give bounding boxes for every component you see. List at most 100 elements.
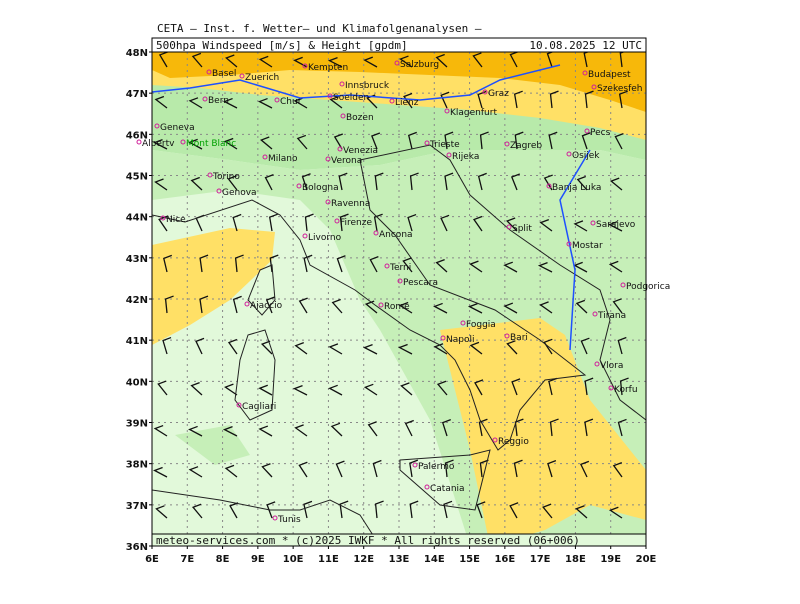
city-dot <box>274 97 280 103</box>
wind-barb <box>232 295 242 314</box>
wind-barb <box>503 302 518 314</box>
city-dot <box>216 188 222 194</box>
city-label: Salzburg <box>400 60 439 70</box>
city-label: Milano <box>268 154 298 164</box>
wind-barb <box>440 214 450 232</box>
wind-barb <box>479 459 489 478</box>
city-dot <box>160 215 166 221</box>
wind-barb <box>154 178 168 191</box>
city-dot <box>620 282 626 288</box>
wind-barb <box>543 174 553 191</box>
wind-barb <box>435 53 448 68</box>
wind-barb <box>612 298 623 314</box>
wind-barb <box>232 213 242 232</box>
city-label: Albertv <box>142 139 175 149</box>
lon-label: 9E <box>251 554 265 565</box>
wind-barb <box>608 260 623 273</box>
wind-barb <box>513 459 523 478</box>
border <box>152 64 591 351</box>
city-label: Zagreb <box>510 141 542 151</box>
city-label: Innsbruck <box>345 81 390 91</box>
city-label: Kempten <box>308 63 348 73</box>
wind-barb <box>444 172 454 191</box>
yellow-field <box>152 228 275 345</box>
wind-barb <box>549 418 559 437</box>
lon-label: 20E <box>636 554 657 565</box>
city-label: Venezia <box>343 146 378 156</box>
city-dot <box>244 301 250 307</box>
wind-barb <box>537 262 553 273</box>
wind-barb <box>292 385 308 396</box>
wind-barb <box>153 466 168 478</box>
wind-barb <box>331 298 343 314</box>
wind-barb <box>153 424 168 437</box>
city-label: Chur <box>280 97 302 107</box>
lon-label: 18E <box>565 554 586 565</box>
wind-barb <box>374 172 384 191</box>
wind-barb <box>617 336 627 355</box>
lat-label: 37N <box>126 501 148 512</box>
wind-barb <box>607 220 623 232</box>
city-label: Torino <box>212 172 240 182</box>
city-dot <box>378 302 384 308</box>
wind-barb <box>227 175 238 191</box>
wind-barb <box>293 97 308 109</box>
city-dot <box>272 515 278 521</box>
wind-barb <box>584 90 594 109</box>
wind-barb <box>260 340 273 355</box>
wind-barb <box>234 254 244 273</box>
city-dot <box>373 230 379 236</box>
wind-barb <box>224 464 238 478</box>
lat-label: 45N <box>126 172 148 183</box>
wind-barb <box>268 213 278 232</box>
wind-barb <box>362 343 378 355</box>
city-label: Nice <box>166 215 186 225</box>
wind-barb <box>407 131 417 150</box>
wind-barb <box>157 380 168 396</box>
wind-barb <box>152 139 168 150</box>
city-label: Szekesfeh <box>597 84 643 94</box>
lon-label: 7E <box>180 554 194 565</box>
city-label: Verona <box>331 156 362 166</box>
city-dot <box>412 462 418 468</box>
wind-barb <box>363 383 378 396</box>
lat-label: 47N <box>126 89 148 100</box>
wind-barb <box>573 220 588 232</box>
wind-barb <box>467 303 483 314</box>
lon-label: 16E <box>494 554 515 565</box>
lat-label: 41N <box>126 336 148 347</box>
wind-barb <box>304 213 314 232</box>
city-dot <box>506 224 512 230</box>
yellow-field <box>440 318 646 546</box>
wind-barb <box>539 218 553 232</box>
wind-barb <box>158 52 169 68</box>
wind-barb <box>511 378 521 396</box>
wind-barb <box>303 500 313 519</box>
city-label: Geneva <box>160 123 195 133</box>
wind-barb <box>407 213 417 232</box>
city-dot <box>440 335 446 341</box>
wind-barb <box>154 95 168 109</box>
wind-barb <box>509 52 519 68</box>
city-label: Budapest <box>588 70 631 80</box>
wind-barb <box>301 173 311 191</box>
wind-barb <box>164 295 174 314</box>
city-label: Firenze <box>340 218 372 228</box>
city-label: Trieste <box>429 140 460 150</box>
wind-barb <box>510 173 521 191</box>
wind-barb <box>469 341 483 355</box>
wind-barb <box>257 97 273 109</box>
wind-barb <box>258 384 273 396</box>
wind-barb <box>223 137 238 150</box>
city-label: Banja Luka <box>552 183 601 193</box>
wind-barb <box>329 95 343 109</box>
wind-barb <box>224 383 238 396</box>
lat-label: 43N <box>126 254 148 265</box>
wind-barb <box>614 133 624 150</box>
wind-barb <box>369 256 379 273</box>
wind-barb <box>409 172 419 191</box>
city-dot <box>239 73 245 79</box>
wind-barb <box>298 297 308 314</box>
sicily-coast <box>399 449 491 511</box>
